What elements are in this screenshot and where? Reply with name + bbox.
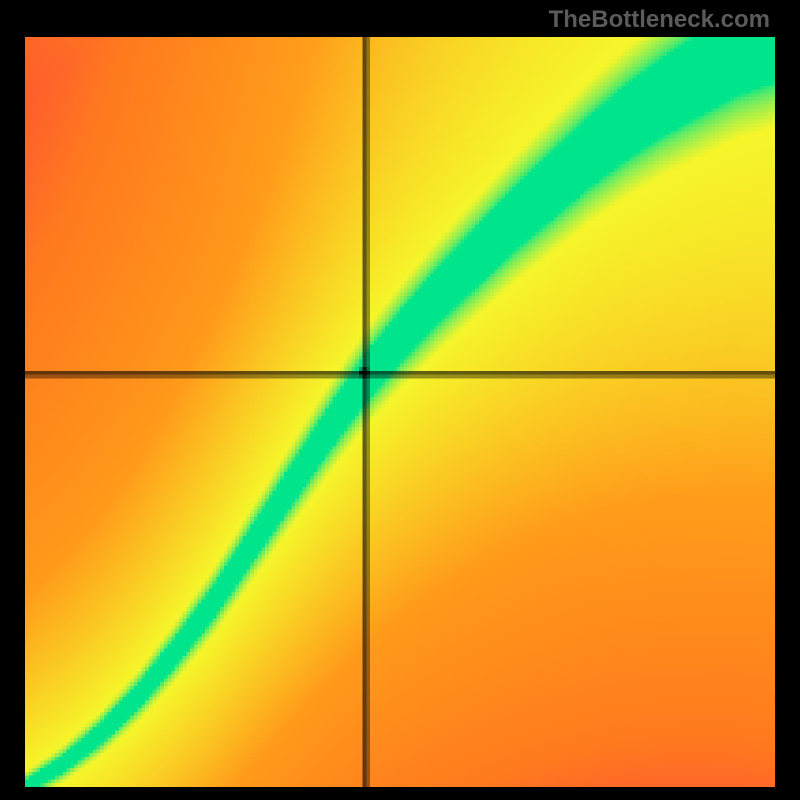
bottleneck-heatmap [25, 37, 775, 787]
watermark-text: TheBottleneck.com [549, 6, 770, 34]
chart-container: TheBottleneck.com [0, 0, 800, 800]
